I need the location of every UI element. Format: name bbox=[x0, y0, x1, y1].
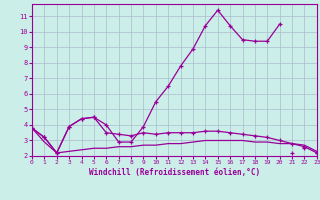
X-axis label: Windchill (Refroidissement éolien,°C): Windchill (Refroidissement éolien,°C) bbox=[89, 168, 260, 177]
